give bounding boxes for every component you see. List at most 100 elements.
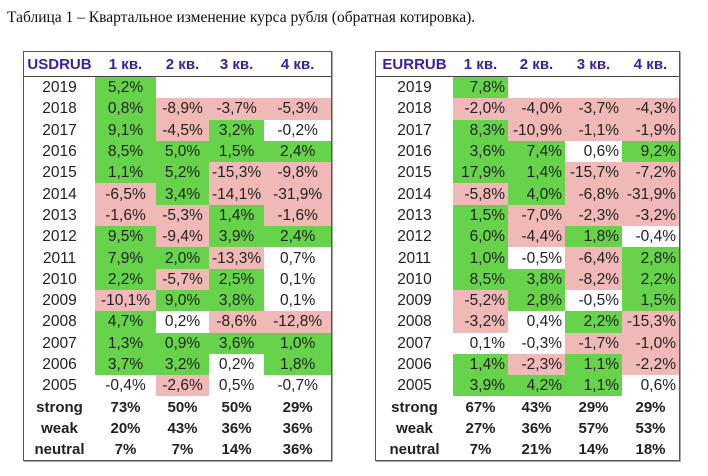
table-row: 2013 -1,6% -5,3% 1,4% -1,6%	[24, 204, 332, 227]
value-cell: 1,4%	[453, 353, 508, 376]
value-cell: -5,3%	[264, 98, 332, 120]
year-cell: 2016	[397, 143, 432, 161]
value-cell: -6,4%	[565, 247, 622, 269]
year-cell: 2017	[397, 121, 432, 139]
quarter-header: 1 кв.	[453, 52, 508, 77]
year-cell: 2007	[42, 334, 77, 352]
table-row: 2014 -6,5% 3,4% -14,1% -31,9%	[24, 183, 332, 205]
year-cell: 2018	[42, 100, 77, 118]
value-cell: 1,3%	[95, 332, 156, 354]
value-cell: 1,8%	[565, 226, 622, 248]
year-cell: 2006	[397, 356, 432, 373]
value-cell: 7,4%	[508, 140, 565, 163]
value-cell: -4,3%	[622, 98, 679, 120]
year-cell: 2015	[397, 164, 432, 182]
summary-value: 50%	[221, 398, 252, 416]
summary-value: 53%	[635, 419, 666, 437]
table-row: 2005 -0,4% -2,6% 0,5% -0,7%	[24, 375, 331, 397]
year-cell: 2019	[397, 79, 432, 97]
value-cell	[264, 77, 331, 99]
summary-row-strong: strong 73% 50% 50% 29%	[24, 396, 331, 417]
year-cell: 2018	[397, 100, 432, 118]
value-cell	[565, 77, 622, 99]
value-cell: 1,4%	[508, 162, 565, 184]
value-cell: 3,6%	[209, 332, 265, 354]
value-cell: 9,0%	[156, 289, 209, 312]
value-cell: -15,7%	[565, 162, 622, 184]
summary-value: 43%	[167, 419, 198, 437]
summary-value: 73%	[110, 398, 141, 416]
value-cell: -12,8%	[264, 311, 332, 333]
value-cell: 1,1%	[565, 375, 622, 397]
table-row: 2019 5,2%	[24, 76, 331, 99]
year-cell: 2014	[42, 185, 77, 203]
year-cell: 2011	[397, 249, 432, 267]
table-row: 2007 0,1% -0,3% -1,7% -1,0%	[376, 332, 679, 354]
value-cell: 2,8%	[622, 247, 679, 269]
summary-value: 67%	[465, 398, 496, 416]
value-cell: -1,6%	[264, 204, 332, 227]
value-cell: -0,2%	[277, 121, 318, 139]
value-cell: -2,6%	[156, 375, 209, 397]
value-cell: 0,4%	[526, 313, 562, 331]
value-cell: 9,1%	[95, 119, 156, 141]
value-cell: -2,0%	[453, 98, 508, 120]
summary-value: 50%	[167, 398, 198, 416]
year-cell: 2005	[397, 377, 432, 395]
summary-value: 7%	[469, 441, 492, 459]
summary-label: weak	[41, 419, 78, 437]
year-cell: 2017	[42, 121, 77, 139]
year-cell: 2008	[42, 313, 77, 331]
value-cell: -2,3%	[565, 204, 622, 227]
year-cell: 2014	[397, 185, 432, 203]
quarter-header: 2 кв.	[508, 52, 565, 77]
table-row: 2018 -2,0% -4,0% -3,7% -4,3%	[376, 98, 679, 120]
summary-value: 36%	[521, 419, 552, 437]
year-cell: 2013	[42, 206, 77, 224]
table-row: 2014 -5,8% 4,0% -6,8% -31,9%	[376, 183, 679, 205]
year-cell: 2010	[42, 270, 77, 288]
value-cell: 1,0%	[264, 332, 332, 354]
value-cell: 2,8%	[508, 289, 565, 312]
value-cell: -2,2%	[622, 353, 679, 376]
value-cell	[209, 77, 264, 99]
table-row: 2010 8,5% 3,8% -8,2% 2,2%	[376, 268, 679, 290]
summary-value: 7%	[171, 441, 194, 459]
value-cell: -0,3%	[521, 334, 563, 352]
value-cell: 8,3%	[453, 119, 508, 141]
value-cell: 8,5%	[453, 268, 508, 290]
year-cell: 2007	[397, 334, 432, 352]
year-cell: 2013	[397, 206, 432, 224]
value-cell: -3,7%	[565, 98, 622, 120]
value-cell: 2,5%	[209, 268, 265, 290]
table-row: 2017 8,3% -10,9% -1,1% -1,9%	[376, 119, 679, 141]
value-cell: -0,4%	[635, 228, 677, 246]
summary-label: strong	[391, 398, 438, 416]
quarter-header: 3 кв.	[209, 52, 265, 77]
value-cell: -0,7%	[277, 377, 318, 395]
value-cell: 1,5%	[209, 140, 265, 163]
summary-value: 14%	[578, 441, 609, 459]
value-cell: 1,1%	[95, 162, 156, 184]
value-cell: -15,3%	[209, 162, 265, 184]
value-cell: -1,0%	[622, 332, 679, 354]
quarter-header: 1 кв.	[95, 52, 156, 77]
value-cell: 2,4%	[264, 140, 332, 163]
value-cell: -7,0%	[508, 204, 565, 227]
value-cell: -6,8%	[565, 183, 622, 205]
value-cell: -0,5%	[521, 249, 563, 267]
value-cell	[156, 77, 209, 99]
value-cell: -1,1%	[565, 119, 622, 141]
value-cell: 2,0%	[156, 247, 209, 269]
table-row: 2012 6,0% -4,4% 1,8% -0,4%	[376, 226, 679, 248]
value-cell: 2,2%	[95, 268, 156, 290]
summary-value: 36%	[282, 441, 313, 459]
table-row: 2016 8,5% 5,0% 1,5% 2,4%	[24, 140, 332, 163]
summary-value: 36%	[221, 419, 252, 437]
value-cell: -3,2%	[453, 311, 508, 333]
value-cell: 1,4%	[209, 204, 265, 227]
value-cell: 0,6%	[640, 377, 676, 395]
summary-value: 14%	[221, 441, 252, 459]
value-cell: 3,8%	[508, 268, 565, 290]
value-cell: 4,0%	[508, 183, 565, 205]
